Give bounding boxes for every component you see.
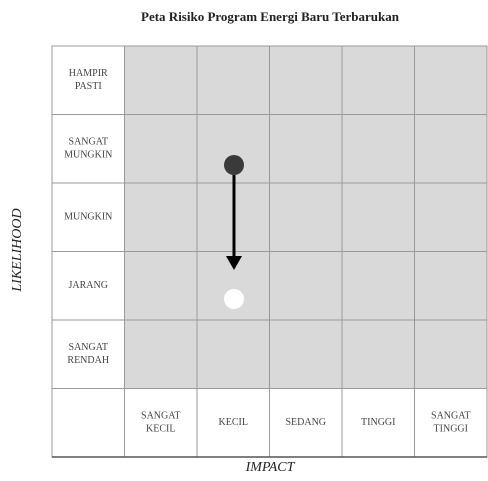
matrix-cell	[196, 319, 270, 389]
level-label: RENDAH	[67, 355, 109, 366]
y-axis-label: LIKELIHOOD	[10, 208, 25, 292]
level-label: SEDANG	[285, 417, 326, 428]
level-label: SANGAT	[431, 411, 470, 422]
level-label: TINGGI	[361, 417, 395, 428]
arrow-head	[226, 256, 242, 270]
matrix-cell	[124, 182, 198, 252]
label-cell	[51, 388, 125, 458]
level-label: PASTI	[75, 81, 102, 92]
matrix-cell	[124, 114, 198, 184]
matrix-cell	[341, 182, 415, 252]
matrix-cell	[124, 319, 198, 389]
level-label: MUNGKIN	[64, 212, 112, 223]
matrix-cell	[414, 319, 488, 389]
matrix-cell	[341, 45, 415, 115]
level-label: HAMPIR	[69, 68, 108, 79]
x-axis-label: IMPACT	[245, 460, 296, 475]
level-label: JARANG	[69, 280, 108, 291]
title: Peta Risiko Program Energi Baru Terbaruk…	[141, 9, 400, 24]
matrix-cell	[269, 114, 343, 184]
matrix-cell	[124, 45, 198, 115]
risk-movement	[224, 155, 244, 309]
level-label: SANGAT	[141, 411, 180, 422]
level-label: MUNGKIN	[64, 150, 112, 161]
matrix-cell	[414, 45, 488, 115]
matrix-cell	[414, 114, 488, 184]
grid: HAMPIR PASTI SANGAT MUNGKIN MUNGKIN JARANG SAN…	[51, 45, 488, 458]
matrix-cell	[341, 114, 415, 184]
matrix-cell	[124, 251, 198, 321]
matrix-cell	[269, 182, 343, 252]
matrix-cell	[269, 319, 343, 389]
level-label: TINGGI	[434, 424, 468, 435]
inherent-risk	[224, 155, 244, 175]
level-label: SANGAT	[69, 342, 108, 353]
level-label: KECIL	[146, 424, 175, 435]
matrix-cell	[196, 45, 270, 115]
level-label: SANGAT	[69, 137, 108, 148]
matrix-cell	[269, 251, 343, 321]
level-label: KECIL	[219, 417, 248, 428]
matrix-cell	[341, 251, 415, 321]
matrix-cell	[341, 319, 415, 389]
matrix-cell	[269, 45, 343, 115]
residual-risk	[224, 289, 244, 309]
matrix-cell	[414, 182, 488, 252]
matrix-cell	[414, 251, 488, 321]
